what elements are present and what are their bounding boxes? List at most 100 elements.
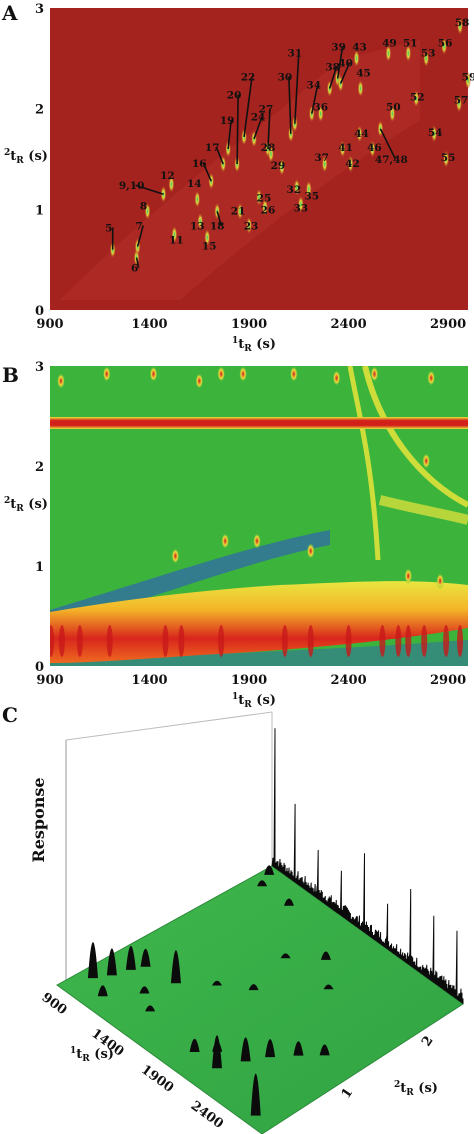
panel-b-band-peak-7 [281,625,288,657]
panel-a-peak-label-8: 14 [187,178,202,190]
panel-c-peak-14 [319,1044,330,1056]
panel-b-y-ticks: 0 1 2 3 [35,360,44,675]
panel-a-spot-29 [305,180,312,199]
panel-b-x-label-sup: 1 [232,692,238,702]
panel-a-peak-label-9: 15 [202,241,217,253]
panel-c-peak-17 [320,951,331,960]
panel-b-band-peak-8 [307,625,314,657]
panel-c-peak-16 [248,984,259,991]
panel-a-leader-4 [135,184,164,195]
panel-a-peak-labels: 56789,1011121314151617181920212223242526… [105,17,474,275]
panel-b-spot-3 [195,373,204,389]
panel-b-band-peak-14 [443,625,450,657]
panel-c-peak-5 [170,950,181,984]
panel-b-band-peak-3 [106,625,113,657]
panel-c-peak-11 [240,1037,251,1062]
panel-b-y-label-sup: 2 [4,496,10,506]
panel-b-spot-2 [149,366,158,382]
panel-a-peak-label-10: 16 [192,158,207,170]
panel-a-peak-label-19: 25 [257,192,272,204]
panel-a-leader-lines [111,46,397,268]
panel-a-spot-9 [204,228,211,247]
panel-b-x-tick-2: 1900 [231,673,267,688]
panel-b-spot-1 [102,366,111,382]
panel-a-spot-6 [168,175,175,194]
panel-a-peak-label-3: 8 [140,200,147,212]
panel-a-y-label-sup: 2 [4,148,10,158]
panel-a-leader-14 [236,94,239,165]
panel-a-peak-label-6: 12 [160,170,175,182]
panel-a-x-label-sup: 1 [232,336,238,346]
panel-a-y-tick-1: 1 [35,203,44,218]
panel-b-x-label-sub: R [244,700,252,710]
panel-c-x-label-sub: R [82,1054,90,1064]
panel-a-peak-label-23: 29 [271,160,286,172]
panel-b-spot-12 [404,568,413,584]
panel-c-back-edge-top [65,711,273,741]
panel-b-y-tick-1: 1 [35,560,44,575]
panel-b-band-peak-6 [218,625,225,657]
panel-a-spot-42 [385,44,392,63]
panel-a-spot-17 [246,216,253,235]
panel-a-peak-label-41: 47,48 [375,154,408,166]
panel-b-band-peak-12 [405,625,412,657]
panel-b-spot-5 [239,366,248,382]
panel-c-z-label: Response [29,777,48,862]
panel-a-peak-label-21: 27 [259,104,274,116]
panel-a-elution-band [60,40,420,300]
panel-b-y-label-sub: R [16,504,24,514]
panel-b-x-tick-0: 900 [36,673,63,688]
panel-b-spot-15 [253,533,262,549]
panel-c-peak-2 [125,945,136,970]
panel-a-leader-11 [215,146,224,165]
panel-b-spot-7 [332,370,341,386]
panel-b-x-tick-1: 1400 [131,673,167,688]
panel-a-leader-12 [216,211,222,226]
panel-b-spot-6 [289,366,298,382]
panel-a-y-tick-3: 3 [35,2,44,17]
panel-a-peak-label-43: 50 [386,102,401,114]
panel-c-peak-6 [139,986,150,994]
panel-a-x-label: 1tR (s) [232,336,276,354]
panel-a-peak-label-5: 11 [169,235,184,247]
panel-letter-c: C [2,703,18,727]
panel-a-spot-36 [347,155,354,174]
panel-a-peak-label-42: 49 [382,37,397,49]
panel-a-peak-label-30: 36 [313,102,328,114]
panel-a-spot-3 [144,202,151,221]
panel-b-y-label-main: t [10,497,16,512]
panel-b-y-label: 2tR (s) [4,496,48,514]
panel-a-peak-label-15: 21 [231,205,246,217]
panel-c-y-label-sub: R [406,1088,414,1098]
panel-a-spot-7 [197,212,204,231]
panel-b-y-tick-3: 3 [35,360,44,375]
panel-b-horizontal-bleed-line [50,417,468,429]
panel-a-spot-43 [389,104,396,123]
panel-a-spot-20 [261,198,268,217]
panel-b-band-peak-1 [58,625,65,657]
panel-a-peak-label-32: 38 [325,61,340,73]
panel-a-peak-label-11: 17 [205,142,220,154]
panel-b-baseline-noise [50,640,468,666]
panel-b-band-peak-4 [162,625,169,657]
panel-a-leader-41 [379,128,397,160]
panel-a-leader-21 [267,108,271,149]
panel-b-band-peak-9 [345,625,352,657]
panel-c-peaks [87,865,334,1116]
panel-a-leader-18 [253,116,263,140]
panel-b-band-peak-0 [50,625,54,657]
panel-a-y-label-unit: (s) [24,149,48,164]
panel-a-leader-32 [328,66,338,89]
panel-b-x-label-unit: (s) [252,693,276,708]
panel-b-spot-11 [436,573,445,589]
panel-a-peak-label-39: 45 [356,67,371,79]
panel-a-peak-label-2: 7 [136,220,143,232]
panel-a-peak-label-44: 51 [403,37,418,49]
panel-a-x-label-unit: (s) [252,337,276,352]
panel-a-spot-5 [171,225,178,244]
panel-c-peak-8 [189,1038,200,1052]
panel-a-peak-label-0: 5 [105,222,112,234]
panel-b-x-label: 1tR (s) [232,692,276,710]
